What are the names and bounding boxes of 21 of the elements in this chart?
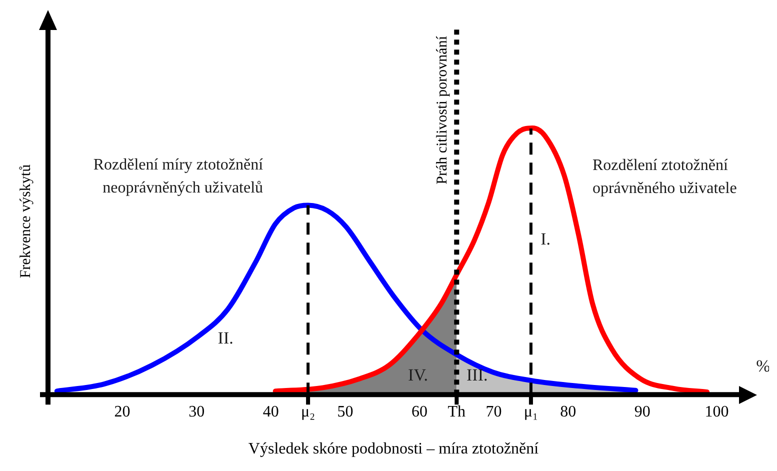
x-tick-label: 50 [337, 403, 354, 420]
series-label: Rozdělení míry ztotožnění neoprávněných uživatelů [93, 156, 264, 197]
x-tick-label: 30 [188, 403, 205, 420]
x-tick-label: 80 [560, 403, 576, 420]
annotation: I. [540, 229, 550, 248]
annotation: III. [466, 365, 488, 384]
x-tick-label: μ₁ [524, 403, 538, 420]
annotation: II. [218, 328, 234, 348]
annotation: IV. [408, 365, 428, 384]
x-tick-label: 60 [412, 403, 428, 420]
y-axis-title: Frekvence výskytů [18, 164, 34, 278]
x-tick-label: 100 [704, 403, 729, 420]
x-axis-title: Výsledek skóre podobnosti – míra ztotožnění [248, 440, 540, 458]
x-tick-label: 20 [114, 403, 130, 420]
x-tick-label: 70 [486, 403, 502, 420]
x-tick-label: μ₂ [300, 403, 316, 420]
x-tick-label: Th [448, 403, 466, 420]
x-tick-label: 40 [262, 403, 279, 420]
x-tick-label: 90 [634, 403, 650, 420]
ref-line-label: Práh citlivosti porovnání [434, 35, 451, 184]
series-label: Rozdělení ztotožnění oprávněného uživatele [592, 157, 737, 198]
